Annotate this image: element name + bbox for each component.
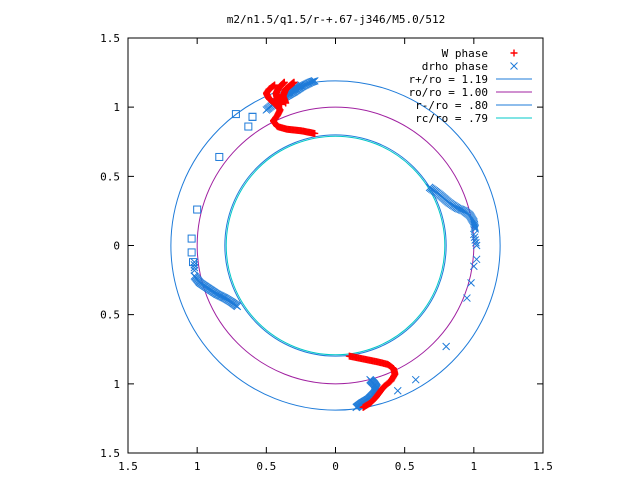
x-tick-label: 1.5 bbox=[118, 460, 138, 473]
cross-mark bbox=[467, 278, 475, 287]
y-tick-label: 0.5 bbox=[100, 309, 120, 322]
square-mark bbox=[193, 205, 202, 214]
square-mark bbox=[215, 152, 224, 161]
cross-mark bbox=[190, 263, 199, 272]
cross-mark bbox=[471, 223, 479, 232]
square-mark bbox=[248, 112, 257, 121]
cross-mark bbox=[190, 258, 199, 266]
cross-mark bbox=[470, 222, 479, 230]
legend-swatch bbox=[510, 49, 518, 57]
square-mark bbox=[187, 234, 196, 243]
chart-title: m2/n1.5/q1.5/r-+.67-j346/M5.0/512 bbox=[227, 13, 446, 26]
cross-mark bbox=[453, 204, 462, 213]
square-mark bbox=[231, 110, 240, 119]
cross-mark bbox=[455, 204, 463, 213]
plus-mark bbox=[311, 129, 319, 137]
axis-ticks: 1.5 1 0.5 0 0.5 1 1.51.510.500.511.5 bbox=[100, 32, 553, 473]
cross-mark bbox=[393, 386, 402, 395]
plus-mark bbox=[359, 403, 367, 411]
series-circle-6 bbox=[225, 135, 446, 356]
legend-label: rc/ro = .79 bbox=[415, 112, 488, 125]
series-circle-3 bbox=[170, 80, 501, 411]
y-tick-label: 1.5 bbox=[100, 32, 120, 45]
plot-curves bbox=[170, 80, 501, 411]
cross-mark bbox=[233, 302, 242, 311]
cross-mark bbox=[190, 266, 199, 275]
cross-mark bbox=[411, 375, 420, 384]
square-mark bbox=[189, 258, 198, 267]
cross-mark bbox=[190, 261, 199, 269]
cross-mark bbox=[459, 206, 467, 215]
cross-mark bbox=[352, 403, 361, 412]
cross-mark bbox=[309, 77, 318, 86]
legend-label: drho phase bbox=[422, 60, 488, 73]
cross-mark bbox=[472, 241, 481, 250]
x-tick-label: 0 bbox=[332, 460, 339, 473]
cross-mark bbox=[442, 342, 451, 351]
square-mark bbox=[244, 122, 253, 131]
cross-mark bbox=[456, 205, 465, 214]
cross-mark bbox=[297, 81, 305, 89]
y-tick-label: 1.5 bbox=[100, 447, 120, 460]
series-0 bbox=[262, 78, 399, 411]
y-tick-label: 0.5 bbox=[100, 170, 120, 183]
series-1 bbox=[190, 77, 481, 412]
x-tick-label: 1 bbox=[471, 460, 478, 473]
series-circle-5 bbox=[224, 134, 447, 357]
cross-mark bbox=[472, 238, 480, 247]
square-mark bbox=[248, 112, 257, 121]
series-2 bbox=[187, 110, 257, 267]
legend-label: ro/ro = 1.00 bbox=[409, 86, 488, 99]
legend-label: W phase bbox=[442, 47, 488, 60]
cross-mark bbox=[463, 294, 471, 302]
x-tick-label: 1.5 bbox=[533, 460, 553, 473]
legend-label: r-/ro = .80 bbox=[415, 99, 488, 112]
x-tick-label: 0.5 bbox=[395, 460, 415, 473]
y-tick-label: 0 bbox=[113, 240, 120, 253]
square-mark bbox=[187, 248, 196, 257]
plus-mark bbox=[282, 99, 290, 107]
series-circle-4 bbox=[196, 106, 475, 385]
legend-label: r+/ro = 1.19 bbox=[409, 73, 488, 86]
cross-mark bbox=[472, 255, 481, 264]
legend-swatch bbox=[510, 62, 518, 70]
cross-mark bbox=[308, 77, 317, 86]
cross-mark bbox=[310, 77, 319, 85]
x-tick-label: 0.5 bbox=[256, 460, 276, 473]
y-tick-label: 1 bbox=[113, 101, 120, 114]
plot-marks bbox=[187, 77, 481, 412]
cross-mark bbox=[457, 206, 466, 214]
y-tick-label: 1 bbox=[113, 378, 120, 391]
plus-mark bbox=[278, 100, 286, 108]
x-tick-label: 1 bbox=[194, 460, 201, 473]
cross-mark bbox=[469, 262, 478, 271]
